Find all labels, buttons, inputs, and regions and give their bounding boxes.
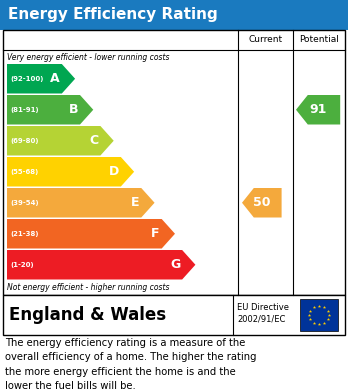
Text: The energy efficiency rating is a measure of the
overall efficiency of a home. T: The energy efficiency rating is a measur…	[5, 338, 256, 391]
Text: England & Wales: England & Wales	[9, 306, 166, 324]
Text: (92-100): (92-100)	[10, 76, 44, 82]
Text: (1-20): (1-20)	[10, 262, 34, 268]
Polygon shape	[7, 95, 93, 124]
Text: 2002/91/EC: 2002/91/EC	[237, 314, 285, 323]
Text: (39-54): (39-54)	[10, 200, 39, 206]
Text: Current: Current	[248, 36, 283, 45]
Polygon shape	[7, 219, 175, 249]
Polygon shape	[242, 188, 282, 217]
Text: Potential: Potential	[299, 36, 339, 45]
Bar	[0, 0, 348, 30]
Text: (69-80): (69-80)	[10, 138, 39, 144]
Text: Energy Efficiency Rating: Energy Efficiency Rating	[8, 7, 218, 23]
Text: D: D	[109, 165, 119, 178]
Text: Not energy efficient - higher running costs: Not energy efficient - higher running co…	[7, 283, 169, 292]
Text: EU Directive: EU Directive	[237, 303, 289, 312]
Text: Very energy efficient - lower running costs: Very energy efficient - lower running co…	[7, 53, 169, 62]
Text: (55-68): (55-68)	[10, 169, 38, 175]
Polygon shape	[7, 250, 196, 280]
Bar	[300, 299, 338, 331]
Text: (81-91): (81-91)	[10, 107, 39, 113]
Text: F: F	[151, 227, 160, 240]
Text: (21-38): (21-38)	[10, 231, 39, 237]
Polygon shape	[7, 188, 155, 217]
Text: 50: 50	[253, 196, 270, 209]
Polygon shape	[7, 157, 134, 187]
Polygon shape	[296, 95, 340, 124]
Text: A: A	[50, 72, 60, 85]
Text: E: E	[131, 196, 139, 209]
Polygon shape	[7, 64, 75, 93]
Bar	[3, 30, 345, 295]
Text: C: C	[89, 134, 98, 147]
Polygon shape	[7, 126, 114, 156]
Text: 91: 91	[309, 103, 327, 116]
Text: B: B	[69, 103, 78, 116]
Bar	[3, 295, 345, 335]
Text: G: G	[170, 258, 180, 271]
